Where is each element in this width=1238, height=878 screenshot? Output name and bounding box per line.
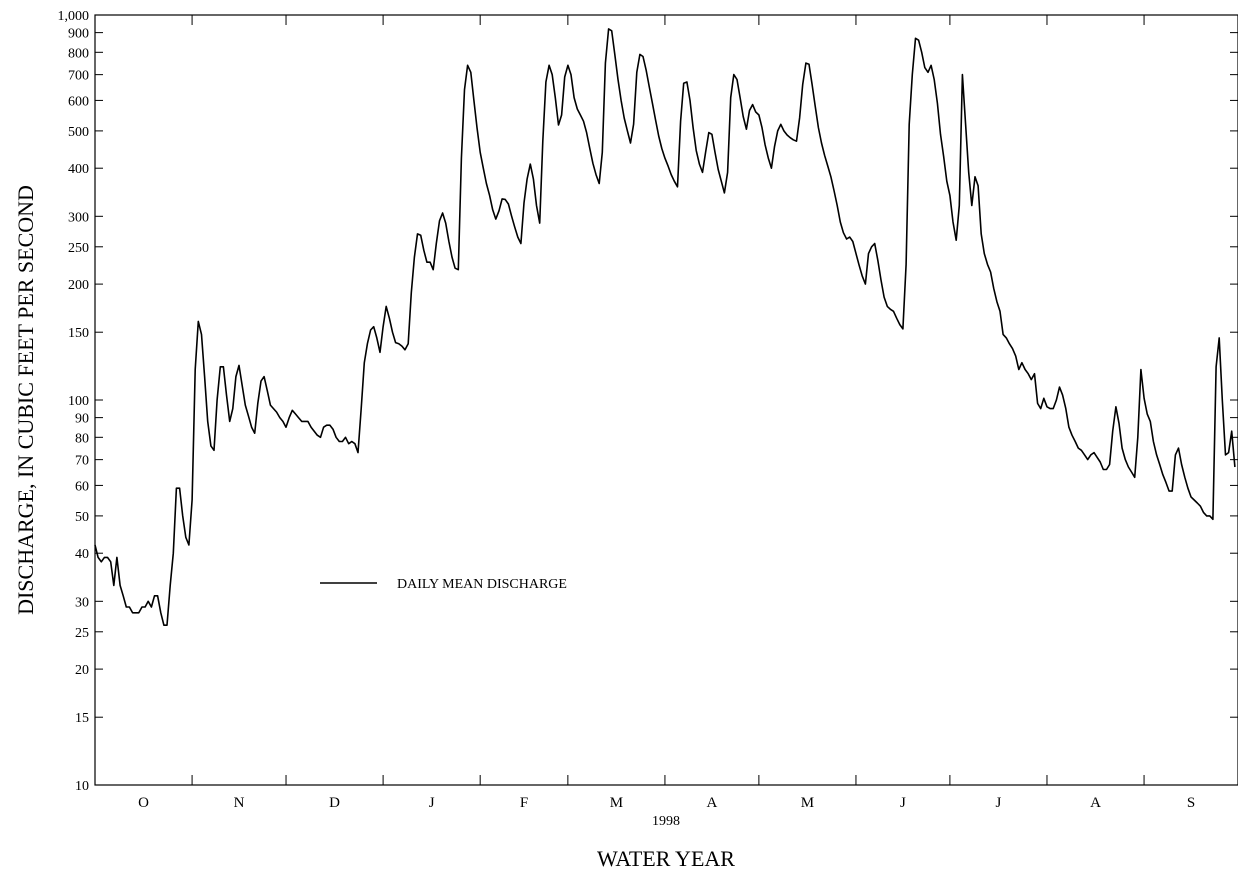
y-tick-label: 150 bbox=[68, 326, 89, 341]
month-label: J bbox=[900, 795, 906, 811]
y-tick-label: 400 bbox=[68, 162, 89, 177]
month-label: S bbox=[1187, 795, 1195, 811]
y-tick-label: 20 bbox=[75, 663, 89, 678]
y-tick-label: 200 bbox=[68, 278, 89, 293]
y-tick-label: 100 bbox=[68, 394, 89, 409]
y-tick-label: 30 bbox=[75, 595, 89, 610]
y-axis-title: DISCHARGE, IN CUBIC FEET PER SECOND bbox=[13, 185, 38, 615]
y-tick-label: 80 bbox=[75, 431, 89, 446]
year-label: 1998 bbox=[652, 814, 680, 829]
month-label: M bbox=[801, 795, 814, 811]
month-label: D bbox=[329, 795, 340, 811]
month-label: F bbox=[520, 795, 528, 811]
plot-frame bbox=[95, 15, 1238, 785]
x-axis-title: WATER YEAR bbox=[597, 846, 735, 871]
month-label: J bbox=[429, 795, 435, 811]
y-tick-label: 1,000 bbox=[58, 9, 90, 24]
y-tick-label: 70 bbox=[75, 454, 89, 469]
month-label: A bbox=[1090, 795, 1101, 811]
month-label: O bbox=[138, 795, 149, 811]
y-tick-label: 90 bbox=[75, 412, 89, 427]
y-tick-label: 60 bbox=[75, 479, 89, 494]
y-tick-label: 900 bbox=[68, 27, 89, 42]
y-tick-label: 40 bbox=[75, 547, 89, 562]
y-tick-label: 700 bbox=[68, 69, 89, 84]
y-axis-ticks: 10 15 20 25 30 40 50 60 70 80 90 100 150 200 250 300 400… bbox=[58, 9, 1238, 794]
y-tick-label: 600 bbox=[68, 94, 89, 109]
legend-label: DAILY MEAN DISCHARGE bbox=[397, 577, 567, 592]
y-tick-label: 15 bbox=[75, 711, 89, 726]
y-tick-label: 300 bbox=[68, 210, 89, 225]
month-label: A bbox=[706, 795, 717, 811]
month-label: M bbox=[610, 795, 623, 811]
legend: DAILY MEAN DISCHARGE bbox=[320, 577, 567, 592]
month-label: J bbox=[996, 795, 1002, 811]
y-tick-label: 500 bbox=[68, 125, 89, 140]
month-dividers bbox=[95, 15, 1238, 785]
y-tick-label: 25 bbox=[75, 626, 89, 641]
series-line-daily-mean-discharge bbox=[95, 29, 1235, 625]
y-tick-label: 250 bbox=[68, 241, 89, 256]
y-tick-label: 10 bbox=[75, 779, 89, 794]
y-tick-label: 50 bbox=[75, 510, 89, 525]
y-tick-label: 800 bbox=[68, 46, 89, 61]
month-label: N bbox=[234, 795, 245, 811]
